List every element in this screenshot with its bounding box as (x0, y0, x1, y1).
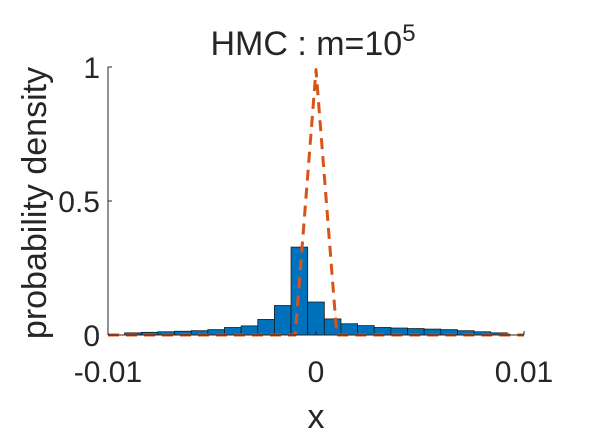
histogram-bar (307, 301, 325, 336)
histogram-bar (323, 318, 342, 336)
chart-title-superscript: 5 (402, 20, 415, 47)
y-axis-label: probability density (16, 67, 54, 339)
histogram-bar (290, 246, 309, 336)
reference-density-curve (108, 68, 524, 337)
chart-title: HMC : m=105 (210, 20, 415, 63)
x-axis-label: x (308, 398, 325, 436)
chart-title-main: HMC : m=10 (210, 25, 402, 63)
x-tick-label: 0 (308, 356, 325, 389)
y-tick-label: 0 (83, 320, 100, 353)
x-tick-label: 0.01 (495, 356, 553, 389)
histogram-bar (273, 305, 292, 336)
histogram-bar (340, 323, 358, 336)
reference-curve-group (108, 68, 524, 337)
bars (124, 246, 508, 336)
axes: 00.51-0.01 0 0.01 (58, 52, 553, 389)
y-tick-label: 1 (83, 52, 100, 85)
y-tick-label: 0.5 (58, 186, 100, 219)
x-tick-label: -0.01 (74, 356, 142, 389)
histogram-bar (257, 319, 275, 336)
